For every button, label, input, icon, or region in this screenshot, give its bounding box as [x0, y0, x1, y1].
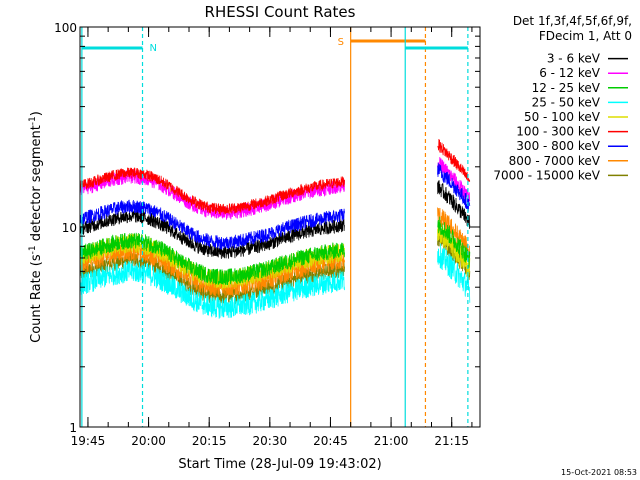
series-line-b	[437, 157, 471, 205]
series-line-a	[79, 232, 345, 285]
y-axis-label-rest: detector segment	[29, 125, 44, 245]
legend-entry-label: 300 - 800 keV	[516, 139, 600, 153]
legend-entry-label: 50 - 100 keV	[524, 110, 601, 124]
timestamp-label: 15-Oct-2021 08:53	[561, 468, 637, 477]
data-lines	[79, 139, 471, 319]
legend-entry-label: 25 - 50 keV	[532, 95, 601, 109]
series-line-a	[79, 208, 345, 259]
y-axis-label: Count Rate (s-1 detector segment-1)	[28, 111, 44, 343]
y-axis-label-main: Count Rate (s	[29, 254, 44, 343]
series-line-a	[79, 260, 345, 319]
legend-entry-label: 12 - 25 keV	[532, 81, 601, 95]
x-tick-label: 20:15	[192, 434, 227, 448]
x-axis: 19:45 20:00 20:15 20:30 20:45 21:00 21:15	[71, 27, 473, 448]
x-tick-label: 20:45	[313, 434, 348, 448]
series-line-b	[437, 139, 471, 183]
legend-entry-label: 3 - 6 keV	[547, 52, 601, 66]
series-line-a	[79, 199, 345, 250]
y-tick-label: 1	[69, 421, 77, 435]
y-axis-label-close: )	[29, 111, 44, 116]
legend-entry-label: 800 - 7000 keV	[509, 154, 601, 168]
series-line-b	[437, 216, 471, 268]
legend-entry-label: 7000 - 15000 keV	[493, 168, 600, 182]
legend-header-line-2: FDecim 1, Att 0	[539, 29, 632, 43]
legend-entry-label: 6 - 12 keV	[539, 66, 601, 80]
chart-title: RHESSI Count Rates	[205, 3, 356, 21]
series-line-a	[79, 167, 345, 216]
x-tick-label: 21:15	[434, 434, 469, 448]
x-tick-label: 21:00	[374, 434, 409, 448]
time-markers: NS	[81, 27, 469, 427]
series-line-b	[437, 180, 471, 229]
y-axis: 1 10 100	[54, 21, 480, 435]
night-label: N	[150, 43, 157, 54]
x-tick-label: 20:30	[253, 434, 288, 448]
series-line-b	[437, 243, 471, 303]
y-tick-label: 100	[54, 21, 77, 35]
saa-label: S	[338, 37, 344, 48]
legend-entry-label: 100 - 300 keV	[516, 125, 600, 139]
x-tick-label: 19:45	[71, 434, 106, 448]
y-axis-label-exp2: -1	[28, 116, 38, 125]
x-tick-label: 20:00	[131, 434, 166, 448]
series-line-b	[437, 162, 471, 212]
y-axis-label-exp: -1	[28, 245, 38, 254]
legend-header-line-1: Det 1f,3f,4f,5f,6f,9f,	[513, 14, 632, 28]
series-line-b	[437, 207, 471, 259]
x-axis-label: Start Time (28-Jul-09 19:43:02)	[178, 457, 381, 472]
y-tick-label: 10	[62, 221, 77, 235]
